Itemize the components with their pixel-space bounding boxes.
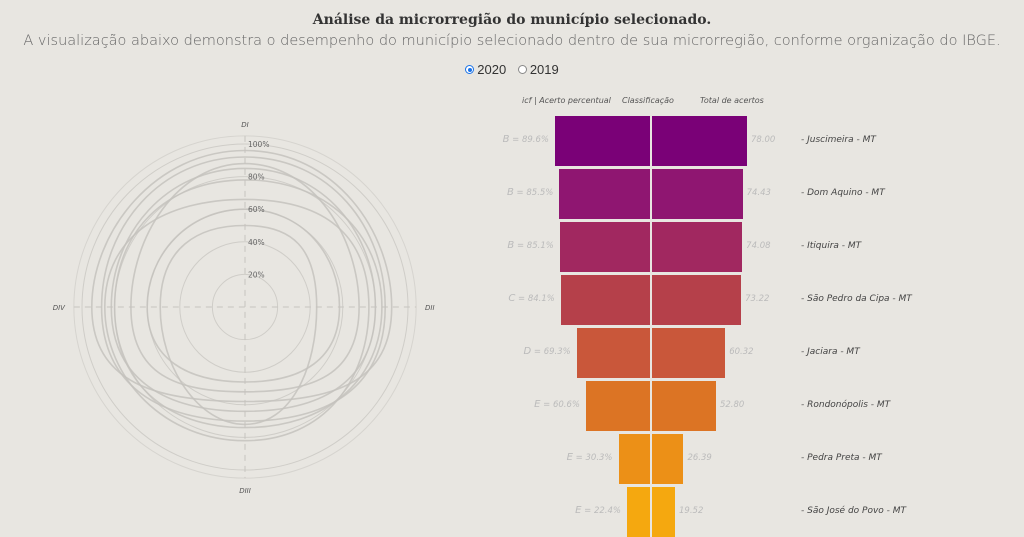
funnel-icf-label: B = 89.6% xyxy=(489,134,549,145)
radar-series-line xyxy=(159,224,318,426)
funnel-class-letter: B xyxy=(502,134,510,145)
funnel-bar-divider xyxy=(650,275,652,325)
funnel-total-label: 52.80 xyxy=(719,400,745,410)
funnel-icf-label: E = 22.4% xyxy=(561,505,621,516)
funnel-municipality-name: - São Pedro da Cipa - MT xyxy=(801,294,912,304)
year-option-2020[interactable]: 2020 xyxy=(465,62,506,77)
radar-axis-label: DIII xyxy=(239,487,251,494)
funnel-icf-label: D = 69.3% xyxy=(511,346,571,357)
funnel-icf-label: E = 30.3% xyxy=(553,452,613,463)
radar-axis-label: DI xyxy=(241,122,248,129)
radio-unchecked-icon[interactable] xyxy=(517,65,527,74)
year-selector: 2020 2019 xyxy=(0,62,1024,77)
funnel-bar-divider xyxy=(650,328,652,378)
radar-series-line xyxy=(90,149,393,403)
funnel-percent: = 85.5% xyxy=(513,188,554,198)
funnel-bar-divider xyxy=(650,169,652,219)
funnel-class-letter: D xyxy=(523,346,532,357)
header-icf: icf | Acerto percentual xyxy=(522,96,611,105)
funnel-municipality-name: - Juscimeira - MT xyxy=(801,135,876,145)
radio-checked-icon[interactable] xyxy=(465,65,475,74)
funnel-bar-divider xyxy=(650,116,652,166)
radar-ring-label: 100% xyxy=(248,140,269,149)
funnel-municipality-name: - Rondonópolis - MT xyxy=(801,400,891,410)
header-classificacao: Classificação xyxy=(622,96,674,105)
page-subtitle: A visualização abaixo demonstra o desemp… xyxy=(23,33,1001,49)
funnel-total-label: 78.00 xyxy=(751,135,776,145)
year-label: 2020 xyxy=(477,62,507,77)
radar-ring-label: 80% xyxy=(248,173,265,182)
funnel-percent: = 69.3% xyxy=(531,347,571,357)
radar-chart: 20% 40% 60% 80% 100% DI DII DIII DIV xyxy=(53,122,435,494)
funnel-municipality-name: - Pedra Preta - MT xyxy=(801,453,882,463)
radar-series-line xyxy=(113,179,383,429)
funnel-percent: = 30.3% xyxy=(572,453,613,463)
radar-series-line xyxy=(130,162,360,393)
funnel-bar-divider xyxy=(650,381,652,431)
header-total: Total de acertos xyxy=(700,96,764,105)
funnel-icf-label: C = 84.1% xyxy=(495,293,555,304)
funnel-percent: = 84.1% xyxy=(515,294,555,304)
funnel-percent: = 89.6% xyxy=(509,135,549,145)
funnel-icf-label: B = 85.5% xyxy=(493,187,553,198)
funnel-bar-divider xyxy=(650,222,652,272)
funnel-percent: = 22.4% xyxy=(581,506,621,516)
radar-ring-label: 20% xyxy=(248,270,265,279)
funnel-class-letter: C xyxy=(508,293,516,304)
funnel-municipality-name: - Jaciara - MT xyxy=(801,347,860,357)
radar-series-line xyxy=(146,208,341,383)
funnel-total-label: 74.43 xyxy=(746,188,771,198)
radar-axis-label: DII xyxy=(425,304,435,312)
radar-ring-label: 40% xyxy=(248,238,265,247)
funnel-class-letter: B xyxy=(507,240,515,251)
funnel-total-label: 19.52 xyxy=(679,506,704,516)
radar-ring-label: 60% xyxy=(248,205,265,214)
funnel-bar-divider xyxy=(650,487,652,537)
funnel-class-letter: E xyxy=(566,452,573,463)
year-label: 2019 xyxy=(529,62,559,77)
funnel-municipality-name: - Itiquira - MT xyxy=(801,241,862,251)
funnel-class-letter: B xyxy=(506,187,514,198)
funnel-total-label: 74.08 xyxy=(746,241,771,251)
year-option-2019[interactable]: 2019 xyxy=(517,62,559,77)
radar-axis-label: DIV xyxy=(53,304,66,312)
funnel-percent: = 85.1% xyxy=(514,241,554,251)
funnel-icf-label: B = 85.1% xyxy=(494,240,554,251)
funnel-icf-label: E = 60.6% xyxy=(520,399,580,410)
radar-series-line xyxy=(103,198,370,442)
funnel-total-label: 60.32 xyxy=(729,347,754,357)
funnel-municipality-name: - São José do Povo - MT xyxy=(801,506,907,516)
funnel-total-label: 26.39 xyxy=(687,453,712,463)
radar-series-line xyxy=(100,156,387,422)
funnel-municipality-name: - Dom Aquino - MT xyxy=(801,188,885,198)
radar-series-line xyxy=(110,167,377,413)
funnel-class-letter: E xyxy=(534,399,541,410)
funnel-bar-divider xyxy=(650,434,652,484)
funnel-total-label: 73.22 xyxy=(745,294,770,304)
funnel-percent: = 60.6% xyxy=(540,400,580,410)
page-title: Análise da microrregião do município sel… xyxy=(312,12,712,28)
funnel-class-letter: E xyxy=(575,505,582,516)
